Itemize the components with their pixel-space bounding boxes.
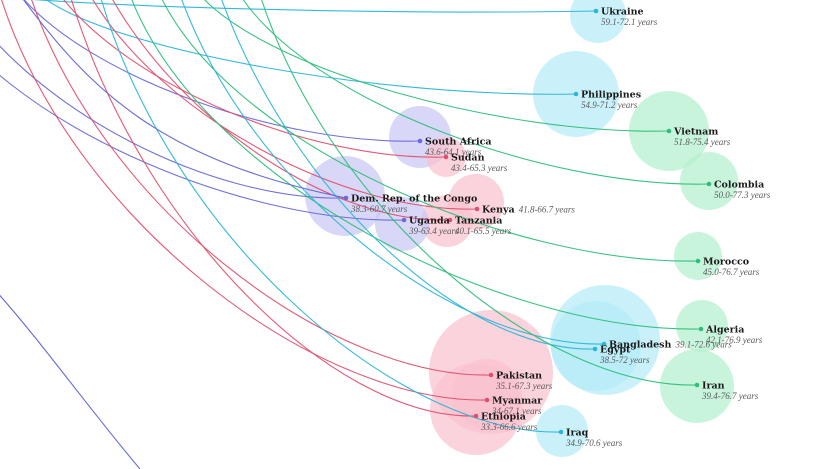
dot-iran <box>694 382 700 388</box>
label-sudan: Sudan <box>451 153 485 164</box>
range-dem-rep-of-the-congo: 38.3-60.7 years <box>350 204 408 214</box>
curve-ukraine <box>33 0 597 13</box>
curve-philippines <box>46 0 577 95</box>
curve-sudan <box>63 0 447 158</box>
label-morocco: Morocco <box>703 257 749 268</box>
range-kenya: 41.8-66.7 years <box>519 205 576 215</box>
label-philippines: Philippines <box>581 90 641 101</box>
label-bangladesh: Bangladesh <box>609 340 672 351</box>
dot-uganda <box>401 217 407 223</box>
dot-sudan <box>443 154 449 160</box>
curve-ethiopia <box>71 0 477 417</box>
curve-bangladesh <box>181 0 605 345</box>
dot-kenya <box>474 206 480 212</box>
label-egypt: Egypt <box>600 345 631 356</box>
curve-iraq <box>100 0 562 433</box>
dot-pakistan <box>488 372 494 378</box>
dot-ukraine <box>593 8 599 14</box>
curve-pakistan <box>31 0 492 376</box>
label-colombia: Colombia <box>714 180 764 191</box>
dot-egypt <box>592 346 598 352</box>
dot-dem-rep-of-the-congo <box>343 195 349 201</box>
bubble-algeria <box>676 300 728 352</box>
bubble-colombia <box>680 152 738 210</box>
bubble-tanzania <box>421 195 473 247</box>
range-ukraine: 59.1-72.1 years <box>601 17 658 27</box>
range-ethiopia: 33.3-66.6 years <box>480 422 538 432</box>
dot-iraq <box>558 429 564 435</box>
bubble-morocco <box>674 232 722 280</box>
label-myanmar: Myanmar <box>492 396 543 407</box>
bubble-uganda <box>375 197 429 251</box>
label-uganda: Uganda <box>409 216 450 227</box>
label-tanzania: Tanzania <box>455 216 502 227</box>
curve-egypt <box>221 0 596 350</box>
edge-curve-1 <box>23 0 347 199</box>
dot-vietnam <box>666 128 672 134</box>
range-algeria: 42.1-76.9 years <box>706 335 763 345</box>
label-iran: Iran <box>702 381 725 392</box>
curve-algeria <box>131 0 702 330</box>
label-iraq: Iraq <box>566 428 589 439</box>
range-iran: 39.4-76.7 years <box>701 391 759 401</box>
curve-vietnam <box>204 0 670 132</box>
edge-curve-0 <box>0 294 141 469</box>
range-sudan: 43.4-65.3 years <box>451 163 508 173</box>
range-uganda: 39-63.4 years <box>408 226 459 236</box>
range-colombia: 50.0-77.3 years <box>714 190 771 200</box>
curve-layer <box>0 0 710 469</box>
dot-tanzania <box>447 217 453 223</box>
range-bangladesh: 39.1-72.6 years <box>674 340 732 350</box>
range-tanzania: 40.1-65.5 years <box>455 226 512 236</box>
label-vietnam: Vietnam <box>673 127 718 138</box>
range-south-africa: 43.6-64.1 years <box>425 147 482 157</box>
dot-morocco <box>695 258 701 264</box>
curve-myanmar <box>1 0 488 401</box>
range-egypt: 38.5-72 years <box>599 355 650 365</box>
curve-iran <box>261 0 698 386</box>
range-morocco: 45.0-76.7 years <box>703 267 760 277</box>
curve-south-africa <box>23 0 421 142</box>
dot-algeria <box>698 326 704 332</box>
curve-morocco <box>162 0 699 262</box>
label-south-africa: South Africa <box>425 137 492 148</box>
bubble-layer <box>305 0 738 457</box>
label-pakistan: Pakistan <box>496 371 542 382</box>
bubble-ethiopia <box>430 363 522 455</box>
label-ethiopia: Ethiopia <box>481 412 526 423</box>
range-vietnam: 51.8-75.4 years <box>674 137 731 147</box>
range-pakistan: 35.1-67.3 years <box>495 381 553 391</box>
label-dem-rep-of-the-congo: Dem. Rep. of the Congo <box>351 194 477 205</box>
range-iraq: 34.9-70.6 years <box>565 438 623 448</box>
curve-uganda <box>0 74 405 221</box>
curve-dem-rep-of-the-congo <box>0 45 347 199</box>
dot-ethiopia <box>473 413 479 419</box>
dot-myanmar <box>484 397 490 403</box>
curve-tanzania <box>112 0 451 221</box>
dot-bangladesh <box>601 341 607 347</box>
range-philippines: 54.9-71.2 years <box>581 100 638 110</box>
label-ukraine: Ukraine <box>601 7 644 18</box>
dot-layer <box>343 8 712 435</box>
dot-south-africa <box>417 138 423 144</box>
range-myanmar: 34-67.1 years <box>491 406 542 416</box>
dot-philippines <box>573 91 579 97</box>
curve-colombia <box>242 0 710 185</box>
curve-kenya <box>92 0 478 210</box>
label-kenya: Kenya <box>482 205 515 216</box>
dot-colombia <box>706 181 712 187</box>
label-algeria: Algeria <box>705 325 744 336</box>
